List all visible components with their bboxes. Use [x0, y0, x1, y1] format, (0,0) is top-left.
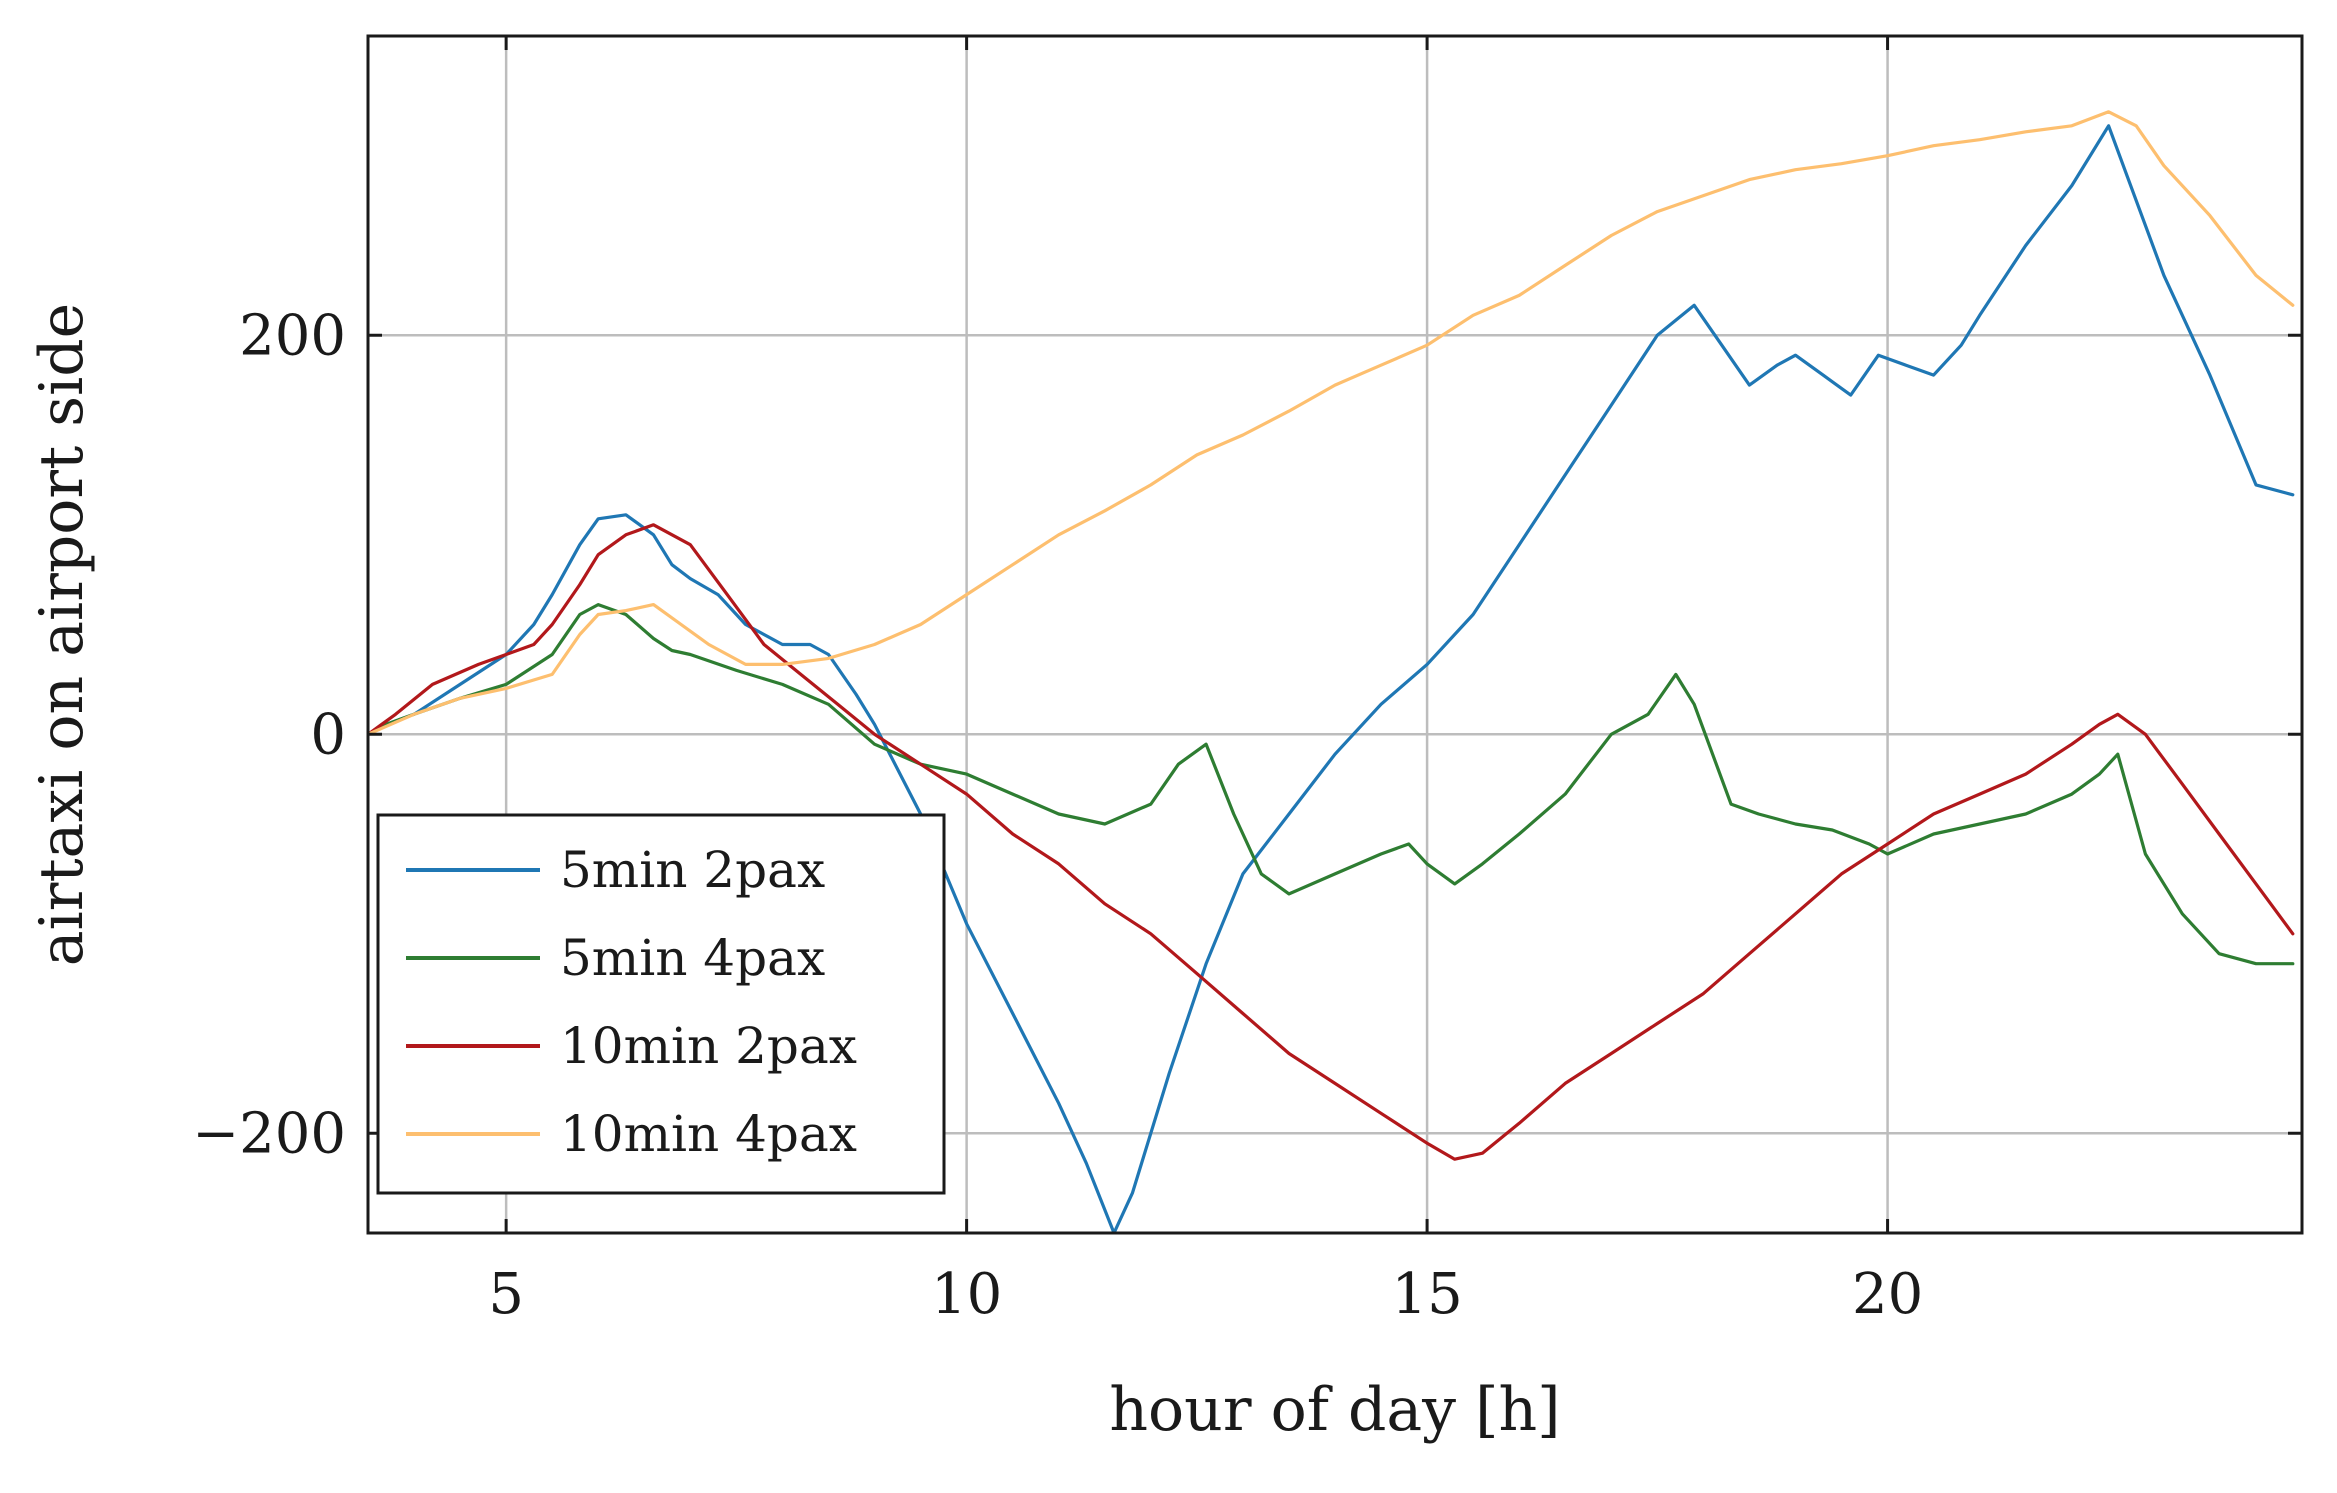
legend: 5min 2pax 5min 4pax 10min 2pax 10min 4pax	[376, 813, 946, 1195]
series-group	[368, 110, 2295, 1233]
tick-labels: 5 10 15 20 −200 0 200	[192, 303, 1923, 1327]
x-tick-label: 20	[1852, 1262, 1923, 1327]
legend-label-5min-2pax: 5min 2pax	[560, 841, 825, 899]
y-axis-label: airtaxi on airport side	[27, 303, 97, 966]
y-tick-label: 0	[310, 702, 346, 767]
y-tick-label: 200	[239, 303, 346, 368]
legend-label-10min-4pax: 10min 4pax	[560, 1105, 857, 1163]
x-tick-label: 10	[931, 1262, 1002, 1327]
legend-box	[376, 813, 946, 1195]
legend-label-10min-2pax: 10min 2pax	[560, 1017, 857, 1075]
legend-label-5min-4pax: 5min 4pax	[560, 929, 825, 987]
x-tick-label: 15	[1391, 1262, 1462, 1327]
series-line-5min-4pax	[368, 603, 2295, 966]
series-line-10min-4pax	[368, 110, 2295, 736]
series-line-10min-2pax	[368, 523, 2295, 1161]
y-tick-label: −200	[192, 1101, 346, 1166]
x-axis-label: hour of day [h]	[1109, 1375, 1560, 1445]
series-layer	[368, 110, 2295, 1233]
tick-marks	[368, 36, 2302, 1233]
x-tick-label: 5	[488, 1262, 524, 1327]
plot-area-frame	[366, 34, 2304, 1235]
